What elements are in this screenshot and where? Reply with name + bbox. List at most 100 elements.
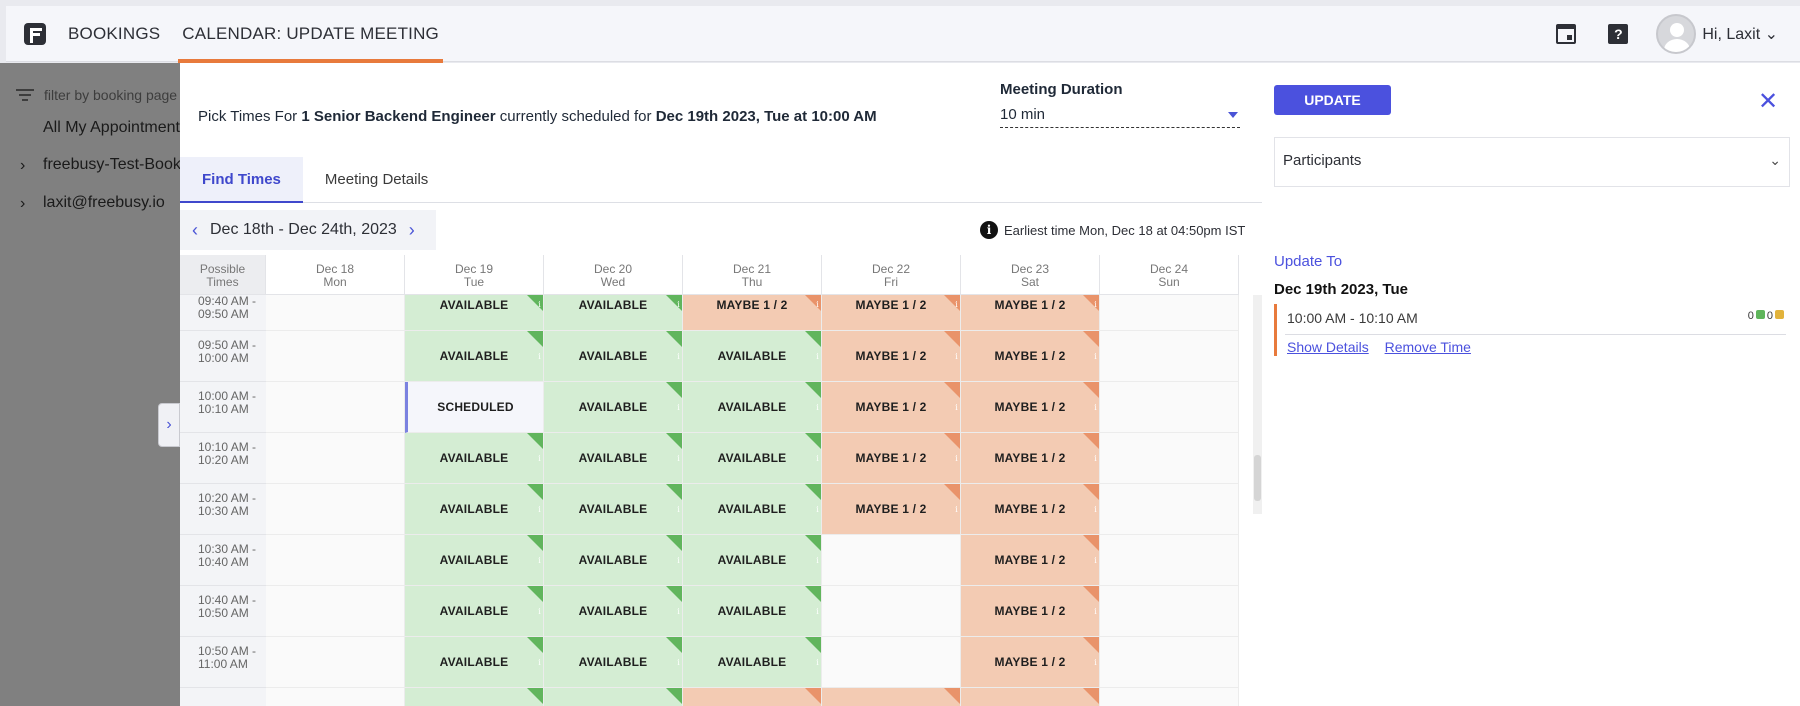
show-details-link[interactable]: Show Details — [1287, 339, 1369, 355]
slot-cell-empty[interactable] — [1100, 586, 1239, 637]
slot-cell-empty[interactable] — [266, 331, 405, 382]
info-corner-icon[interactable] — [527, 688, 543, 704]
info-corner-icon[interactable] — [1083, 331, 1099, 347]
info-corner-icon[interactable] — [1083, 535, 1099, 551]
info-corner-icon[interactable] — [1083, 688, 1099, 704]
info-corner-icon[interactable] — [527, 637, 543, 653]
app-logo-icon[interactable] — [24, 22, 46, 45]
remove-time-link[interactable]: Remove Time — [1384, 339, 1471, 355]
slot-cell-empty[interactable] — [822, 637, 961, 688]
slot-cell-empty[interactable] — [266, 382, 405, 433]
close-icon[interactable]: ✕ — [1758, 88, 1779, 115]
info-corner-icon[interactable] — [805, 433, 821, 449]
info-corner-icon[interactable] — [527, 295, 543, 311]
info-corner-icon[interactable] — [666, 535, 682, 551]
info-corner-icon[interactable] — [527, 535, 543, 551]
slot-cell-scheduled[interactable]: SCHEDULED — [405, 382, 544, 433]
update-button[interactable]: UPDATE — [1274, 85, 1391, 115]
grid-scrollbar[interactable] — [1253, 295, 1262, 514]
slot-cell-empty[interactable] — [1100, 484, 1239, 535]
slot-cell-empty[interactable] — [266, 586, 405, 637]
slot-cell-empty[interactable] — [266, 637, 405, 688]
slot-cell-maybe[interactable]: MAYBE 1 / 2i — [683, 688, 822, 706]
info-corner-icon[interactable] — [944, 433, 960, 449]
help-icon[interactable]: ? — [1608, 23, 1629, 44]
info-corner-icon[interactable] — [1083, 382, 1099, 398]
info-corner-icon[interactable] — [805, 535, 821, 551]
slot-cell-empty[interactable] — [266, 433, 405, 484]
user-menu[interactable]: Hi, Laxit ⌄ — [1702, 24, 1778, 44]
info-corner-icon[interactable] — [666, 295, 682, 311]
slot-cell-empty[interactable] — [1100, 295, 1239, 331]
booking-filter[interactable]: filter by booking page — [16, 87, 177, 103]
info-corner-icon[interactable] — [527, 331, 543, 347]
slot-cell-empty[interactable] — [1100, 331, 1239, 382]
slot-cell-empty[interactable] — [1100, 382, 1239, 433]
info-corner-icon[interactable] — [1083, 637, 1099, 653]
slot-cell-empty[interactable] — [1100, 535, 1239, 586]
info-corner-icon[interactable] — [1083, 295, 1099, 311]
sidebar-item-calendar[interactable]: laxit@freebusy.io — [43, 194, 165, 211]
avatar[interactable] — [1656, 13, 1697, 54]
slot-cell-empty[interactable] — [266, 688, 405, 706]
sidebar-item-booking-page[interactable]: freebusy-Test-Bookings — [43, 156, 211, 173]
nav-bookings[interactable]: BOOKINGS — [68, 23, 161, 43]
slot-cell-empty[interactable] — [1100, 688, 1239, 706]
info-corner-icon[interactable] — [1083, 484, 1099, 500]
scrollbar-thumb[interactable] — [1254, 455, 1261, 501]
info-corner-icon[interactable] — [944, 688, 960, 704]
slot-cell-empty[interactable] — [1100, 433, 1239, 484]
info-corner-icon[interactable] — [527, 484, 543, 500]
tab-meeting-details[interactable]: Meeting Details — [324, 171, 429, 188]
info-corner-icon[interactable] — [1083, 586, 1099, 602]
slot-cell-maybe[interactable]: MAYBE 1 / 2i — [822, 688, 961, 706]
info-corner-icon[interactable] — [1083, 433, 1099, 449]
info-corner-icon[interactable] — [805, 382, 821, 398]
info-corner-icon[interactable] — [666, 637, 682, 653]
info-corner-icon[interactable] — [527, 586, 543, 602]
expand-panel-button[interactable]: › — [158, 403, 180, 447]
info-corner-icon[interactable] — [805, 295, 821, 311]
duration-select[interactable]: 10 min — [1000, 106, 1240, 128]
calendar-icon[interactable] — [1556, 23, 1577, 44]
slot-cell-empty[interactable] — [266, 484, 405, 535]
info-corner-icon[interactable] — [805, 586, 821, 602]
participants-dropdown[interactable]: Participants ⌄ — [1274, 137, 1790, 187]
info-corner-icon[interactable] — [944, 295, 960, 311]
slot-cell-empty[interactable] — [266, 535, 405, 586]
info-corner-icon[interactable] — [666, 484, 682, 500]
chevron-right-icon[interactable]: › — [20, 195, 26, 212]
info-corner-icon[interactable] — [805, 484, 821, 500]
